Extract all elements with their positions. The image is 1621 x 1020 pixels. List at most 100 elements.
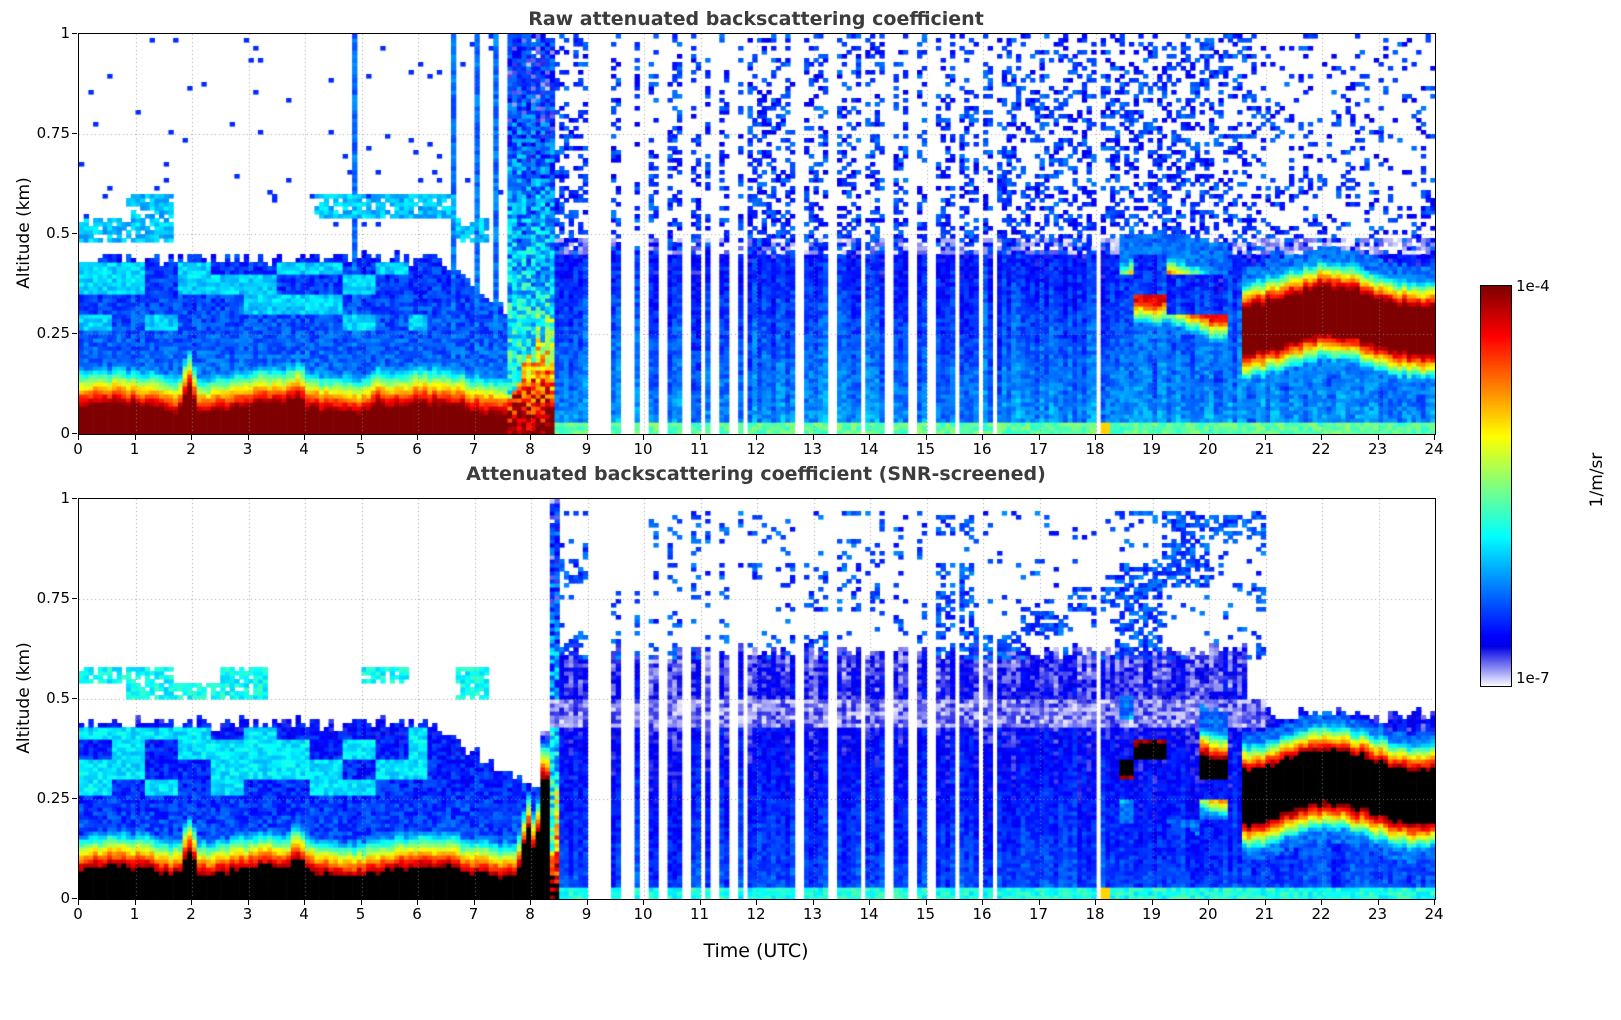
x-tick-mark (699, 435, 701, 440)
y-tick-label: 1 (60, 489, 70, 507)
panel2-title: Attenuated backscattering coefficient (S… (466, 463, 1046, 485)
y-tick-mark (72, 333, 77, 334)
x-tick-mark (982, 435, 983, 440)
colorbar-max-label: 1e-4 (1516, 277, 1550, 295)
x-tick-label: 23 (1367, 905, 1388, 923)
x-tick-mark (473, 435, 475, 440)
x-tick-label: 19 (1141, 905, 1162, 923)
y-tick-mark (72, 698, 77, 699)
x-tick-label: 4 (299, 905, 309, 923)
x-tick-label: 21 (1254, 905, 1275, 923)
panel2-heatmap (78, 498, 1436, 900)
x-tick-label: 0 (73, 440, 83, 458)
x-tick-mark (1321, 900, 1322, 905)
y-tick-mark (72, 133, 77, 134)
x-tick-label: 7 (468, 440, 479, 458)
x-tick-label: 24 (1424, 440, 1444, 458)
x-tick-mark (586, 435, 588, 440)
x-tick-label: 10 (633, 440, 653, 458)
x-tick-label: 15 (915, 905, 936, 923)
x-tick-mark (360, 435, 362, 440)
x-tick-label: 17 (1028, 905, 1049, 923)
x-tick-mark (78, 435, 79, 440)
x-tick-mark (756, 900, 757, 905)
panel1-heatmap (78, 33, 1436, 435)
x-tick-label: 20 (1198, 905, 1218, 923)
y-tick-mark (72, 798, 77, 799)
y-tick-label: 0.75 (36, 124, 70, 142)
x-tick-mark (304, 900, 305, 905)
y-tick-label: 0.75 (36, 589, 70, 607)
x-tick-mark (417, 900, 418, 905)
x-tick-mark (134, 435, 136, 440)
x-tick-mark (191, 435, 192, 440)
x-tick-label: 20 (1198, 440, 1218, 458)
x-tick-label: 0 (73, 905, 83, 923)
x-tick-label: 14 (859, 440, 879, 458)
x-tick-label: 13 (802, 905, 823, 923)
x-tick-mark (1434, 435, 1435, 440)
x-tick-mark (1151, 900, 1153, 905)
x-tick-label: 2 (186, 905, 196, 923)
x-tick-mark (699, 900, 701, 905)
y-tick-mark (72, 898, 77, 899)
x-tick-label: 21 (1254, 440, 1275, 458)
x-tick-label: 10 (633, 905, 653, 923)
x-axis-label: Time (UTC) (703, 940, 809, 962)
x-tick-mark (869, 900, 870, 905)
x-tick-label: 7 (468, 905, 479, 923)
x-tick-label: 22 (1311, 905, 1331, 923)
x-tick-label: 11 (689, 905, 710, 923)
y-tick-label: 0.25 (36, 789, 70, 807)
x-tick-label: 6 (412, 440, 422, 458)
x-tick-label: 12 (746, 440, 766, 458)
x-tick-label: 5 (355, 905, 366, 923)
x-tick-label: 9 (581, 905, 592, 923)
x-tick-mark (360, 900, 362, 905)
x-tick-label: 8 (525, 440, 535, 458)
x-tick-mark (1264, 435, 1266, 440)
y-tick-mark (72, 33, 77, 34)
x-tick-mark (530, 900, 531, 905)
x-tick-mark (812, 900, 814, 905)
x-tick-label: 12 (746, 905, 766, 923)
x-tick-mark (1095, 900, 1096, 905)
x-tick-label: 16 (972, 440, 992, 458)
x-tick-mark (134, 900, 136, 905)
x-tick-label: 24 (1424, 905, 1444, 923)
x-tick-label: 5 (355, 440, 366, 458)
y-tick-mark (72, 433, 77, 434)
y-tick-label: 0 (60, 424, 70, 442)
x-tick-mark (1377, 900, 1379, 905)
x-tick-mark (643, 900, 644, 905)
colorbar-min-label: 1e-7 (1516, 669, 1550, 687)
x-tick-mark (1434, 900, 1435, 905)
x-tick-label: 11 (689, 440, 710, 458)
x-tick-label: 18 (1085, 905, 1105, 923)
x-tick-mark (191, 900, 192, 905)
x-tick-mark (1038, 900, 1040, 905)
x-tick-label: 14 (859, 905, 879, 923)
x-tick-mark (1095, 435, 1096, 440)
y-tick-mark (72, 498, 77, 499)
x-tick-mark (586, 900, 588, 905)
x-tick-mark (304, 435, 305, 440)
x-tick-label: 9 (581, 440, 592, 458)
x-tick-label: 8 (525, 905, 535, 923)
x-tick-label: 17 (1028, 440, 1049, 458)
x-tick-label: 16 (972, 905, 992, 923)
x-tick-label: 15 (915, 440, 936, 458)
x-tick-label: 1 (129, 905, 140, 923)
colorbar-unit-label: 1/m/sr (1587, 452, 1607, 508)
x-tick-mark (756, 435, 757, 440)
x-tick-label: 19 (1141, 440, 1162, 458)
y-tick-label: 0 (60, 889, 70, 907)
x-tick-label: 2 (186, 440, 196, 458)
y-tick-label: 0.25 (36, 324, 70, 342)
y-tick-label: 0.5 (46, 224, 70, 242)
x-tick-mark (812, 435, 814, 440)
x-tick-label: 3 (242, 905, 253, 923)
y-tick-mark (72, 598, 77, 599)
x-tick-mark (1208, 900, 1209, 905)
